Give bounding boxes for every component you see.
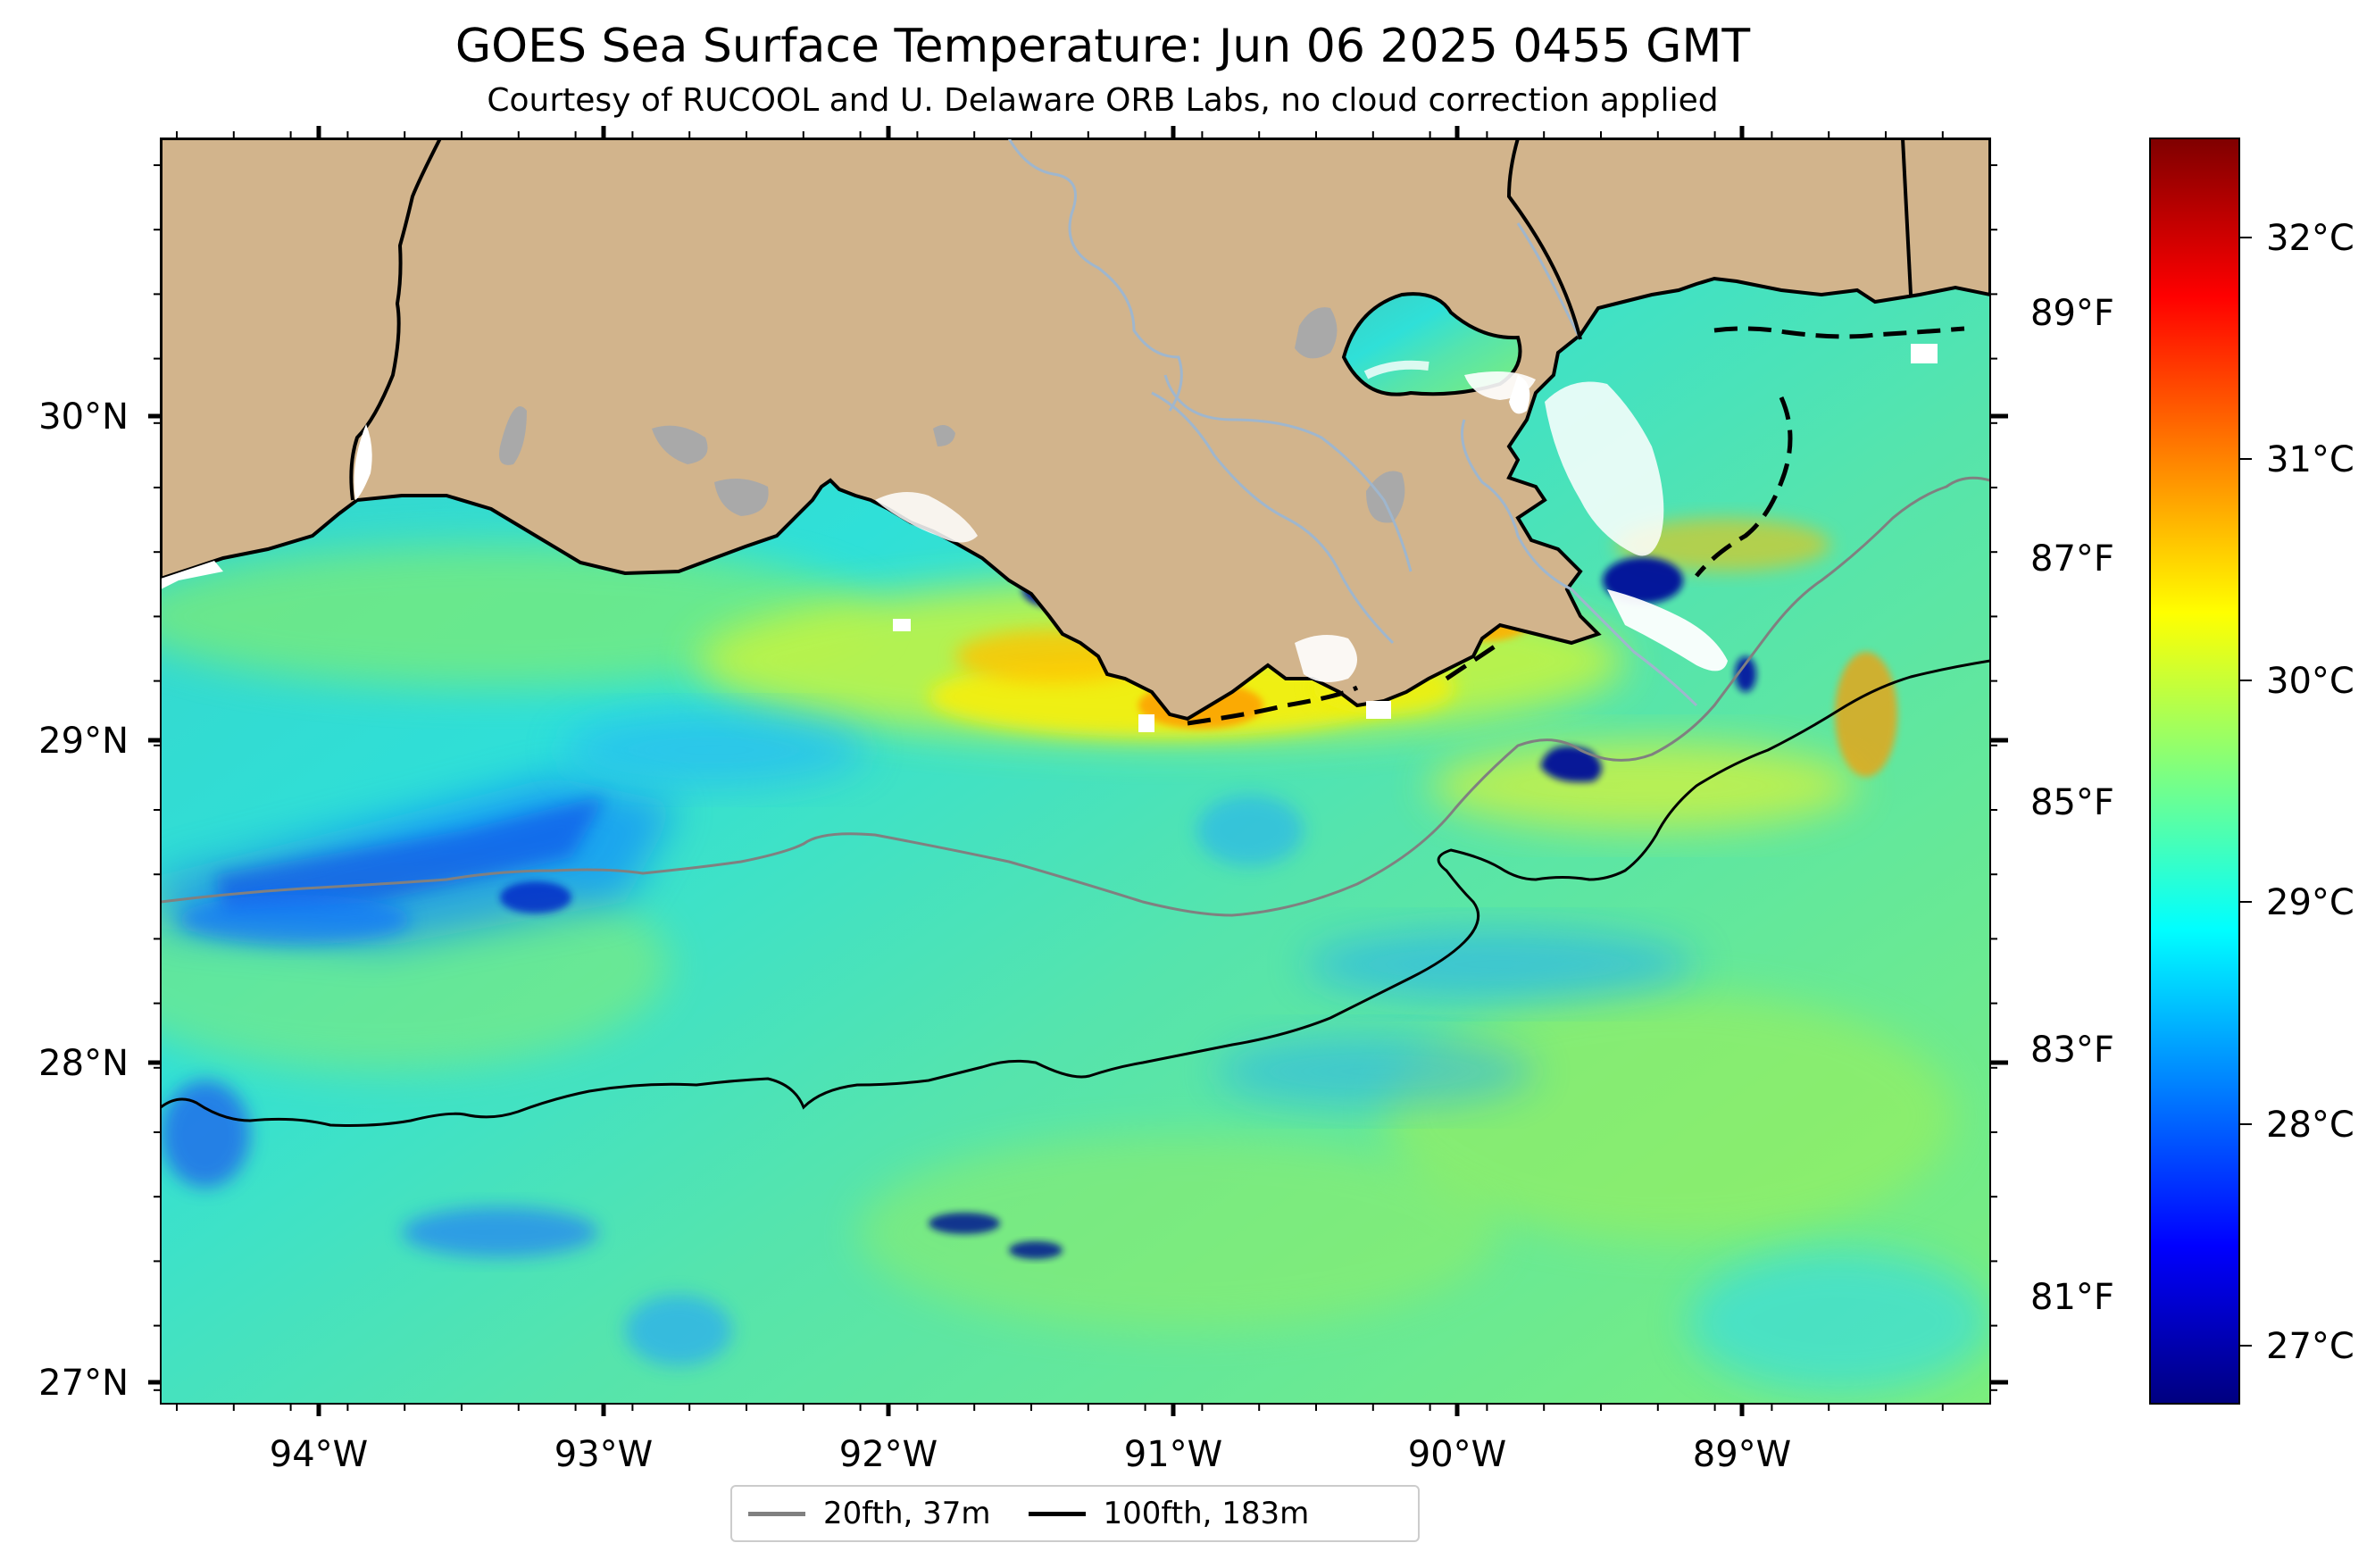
fahrenheit-tick-label: 89°F [2030, 293, 2114, 334]
legend-item-100fth: 100fth, 183m [1028, 1496, 1310, 1531]
latitude-ticks: 30°N 29°N 28°N 27°N [38, 164, 2008, 1404]
fahrenheit-tick-label: 85°F [2030, 782, 2114, 823]
celsius-ticks: 32°C 31°C 30°C 29°C 28°C 27°C [2239, 218, 2354, 1367]
map-subtitle: Courtesy of RUCOOL and U. Delaware ORB L… [487, 82, 1719, 119]
lon-tick-label: 94°W [270, 1434, 368, 1475]
legend-line-gray [748, 1511, 805, 1516]
colorbar: 32°C 31°C 30°C 29°C 28°C 27°C [2149, 138, 2354, 1405]
fahrenheit-tick-label: 81°F [2030, 1277, 2114, 1318]
lat-tick-label: 28°N [38, 1043, 129, 1084]
fahrenheit-tick-label: 87°F [2030, 538, 2114, 580]
isobath-100fth [161, 659, 1990, 1127]
map-frame [160, 138, 1991, 1405]
legend-line-black [1028, 1511, 1086, 1516]
fahrenheit-tick-label: 83°F [2030, 1030, 2114, 1071]
lon-tick-label: 92°W [839, 1434, 938, 1475]
lon-tick-label: 93°W [554, 1434, 653, 1475]
colorbar-gradient [2149, 138, 2240, 1405]
legend-item-20fth: 20fth, 37m [748, 1496, 991, 1531]
legend-label-20fth: 20fth, 37m [823, 1496, 991, 1531]
lon-tick-label: 89°W [1693, 1434, 1791, 1475]
lat-tick-label: 29°N [38, 721, 129, 762]
lakes [499, 307, 1405, 523]
celsius-tick-label: 30°C [2266, 661, 2354, 702]
celsius-tick-label: 31°C [2266, 439, 2354, 480]
isobath-20fth [161, 476, 1990, 917]
isobath-dashed [1187, 326, 1965, 726]
cloud-mask [161, 344, 1938, 732]
celsius-tick-label: 27°C [2266, 1326, 2354, 1367]
lat-tick-label: 30°N [38, 396, 129, 438]
lon-tick-label: 90°W [1408, 1434, 1506, 1475]
celsius-tick-label: 29°C [2266, 882, 2354, 923]
lon-tick-label: 91°W [1124, 1434, 1222, 1475]
rivers [1007, 138, 1698, 707]
celsius-tick-label: 32°C [2266, 218, 2354, 259]
lat-tick-label: 27°N [38, 1363, 129, 1404]
bathymetry-legend: 20fth, 37m 100fth, 183m [730, 1485, 1420, 1542]
state-borders [349, 138, 1913, 501]
legend-label-100fth: 100fth, 183m [1103, 1496, 1310, 1531]
celsius-tick-label: 28°C [2266, 1105, 2354, 1146]
fahrenheit-ticks: 89°F 87°F 85°F 83°F 81°F [2030, 293, 2114, 1318]
map-title: GOES Sea Surface Temperature: Jun 06 202… [454, 20, 1751, 73]
map-area [161, 138, 1990, 1404]
longitude-ticks: 94°W 93°W 92°W 91°W 90°W 89°W [176, 126, 1944, 1475]
